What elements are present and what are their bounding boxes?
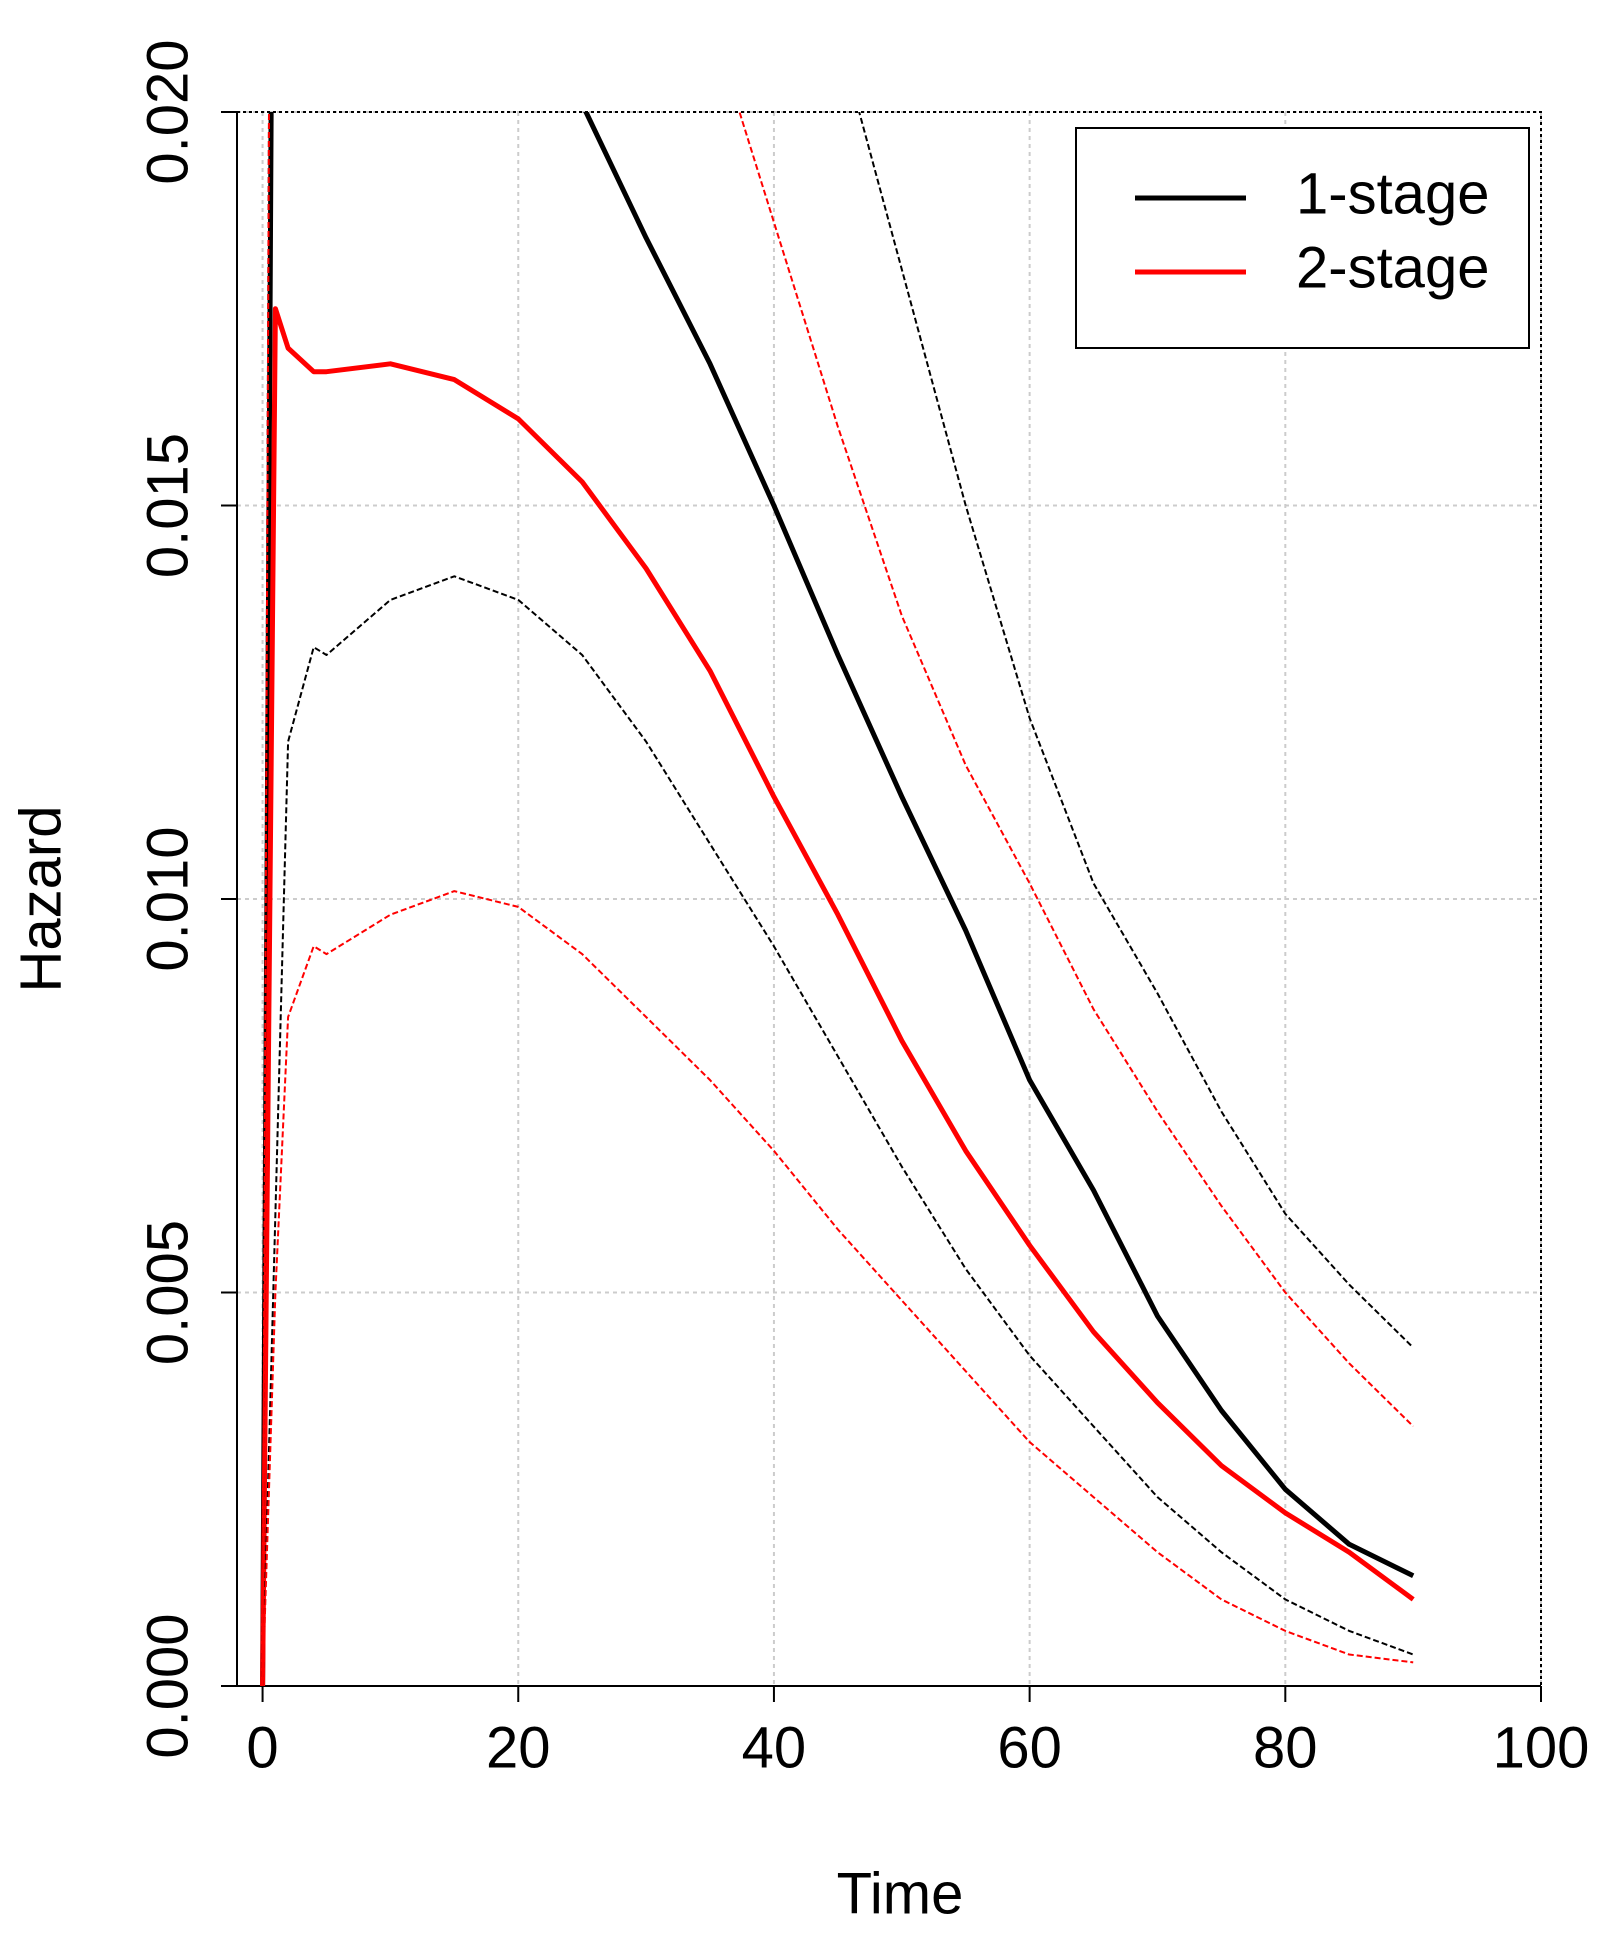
x-tick-label: 100	[1493, 1715, 1590, 1780]
ci-line	[261, 575, 1414, 1686]
x-tick-label: 20	[486, 1715, 551, 1780]
y-tick-label: 0.015	[135, 433, 200, 578]
x-tick-label: 80	[1253, 1715, 1318, 1780]
y-tick-label: 0.010	[135, 826, 200, 971]
legend-label: 1-stage	[1296, 161, 1489, 226]
hazard-line	[260, 112, 1415, 1686]
x-tick-label: 60	[997, 1715, 1062, 1780]
plot-lines	[260, 112, 1415, 1686]
ci-line	[261, 890, 1414, 1686]
x-tick-label: 40	[742, 1715, 807, 1780]
y-axis-label: Hazard	[8, 806, 73, 993]
hazard-line	[260, 306, 1415, 1686]
x-axis-label: Time	[837, 1861, 964, 1926]
y-tick-label: 0.020	[135, 39, 200, 184]
legend-box	[1075, 127, 1530, 349]
y-tick-label: 0.000	[135, 1613, 200, 1758]
legend-label: 2-stage	[1296, 235, 1489, 300]
ci-line	[261, 112, 1414, 1686]
y-tick-label: 0.005	[135, 1220, 200, 1365]
ci-line	[261, 112, 1414, 1686]
x-tick-label: 0	[246, 1715, 278, 1780]
